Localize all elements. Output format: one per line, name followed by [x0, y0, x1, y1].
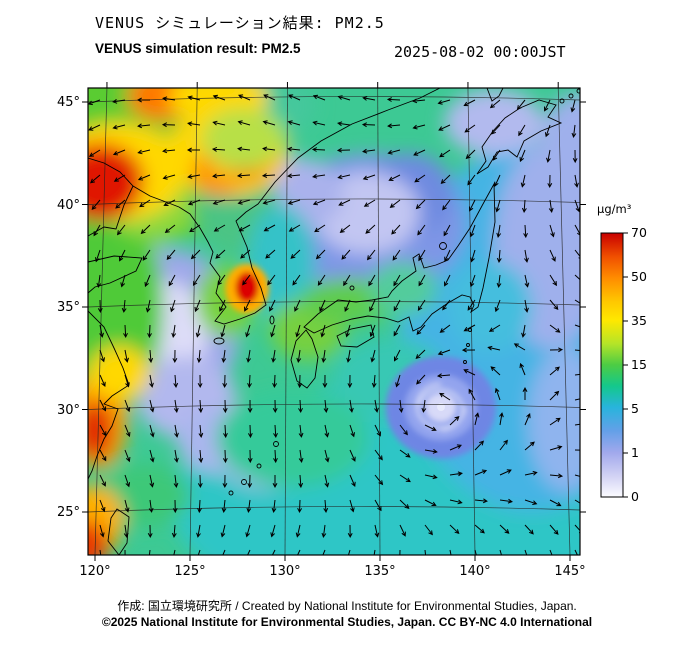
- colorbar-labels: 70 50 35 15 5 1 0: [631, 225, 647, 504]
- x-tick-120: 120°: [79, 564, 110, 579]
- map-frame: [87, 87, 581, 556]
- colorbar-label-1: 1: [631, 445, 639, 460]
- colorbar-label-15: 15: [631, 357, 647, 372]
- colorbar-tick-marks: [623, 232, 628, 498]
- coast-shikoku: [336, 324, 375, 348]
- colorbar-label-70: 70: [631, 225, 647, 240]
- small-islands: [213, 88, 580, 496]
- y-tick-45: 45°: [57, 95, 80, 110]
- colorbar-unit-label: μg/m³: [597, 202, 632, 216]
- coast-china-russia: [88, 157, 180, 480]
- license-line: ©2025 National Institute for Environment…: [101, 615, 593, 629]
- x-tick-135: 135°: [364, 564, 395, 579]
- y-tick-30: 30°: [57, 403, 80, 418]
- coast-kyushu: [290, 329, 319, 389]
- colorbar-label-35: 35: [631, 313, 647, 328]
- coast-taiwan: [107, 508, 130, 555]
- wind-vector-arrows: [88, 94, 580, 555]
- typhoon-eye: [437, 403, 445, 411]
- pm25-concentration-field: [88, 88, 580, 555]
- x-tick-125: 125°: [174, 564, 205, 579]
- colorbar-label-5: 5: [631, 401, 639, 416]
- coast-honshu: [303, 182, 496, 334]
- coast-sakhalin: [486, 88, 504, 102]
- coast-hokkaido: [476, 99, 563, 175]
- credit-line: 作成: 国立環境研究所 / Created by National Instit…: [117, 599, 577, 613]
- page-title-japanese: VENUS シミュレーション結果: PM2.5: [95, 14, 385, 32]
- typhoon-spiral: [415, 382, 467, 432]
- colorbar-label-50: 50: [631, 269, 647, 284]
- timestamp: 2025-08-02 00:00JST: [394, 43, 566, 61]
- page-title-english: VENUS simulation result: PM2.5: [95, 41, 301, 56]
- colorbar-gradient: [600, 232, 624, 498]
- y-axis-labels: 45° 40° 35° 30° 25°: [57, 95, 80, 520]
- x-tick-145: 145°: [554, 564, 585, 579]
- coast-korea: [178, 88, 441, 325]
- x-tick-140: 140°: [459, 564, 490, 579]
- colorbar: μg/m³ 70 50 35 15 5 1 0: [597, 202, 647, 504]
- y-tick-40: 40°: [57, 198, 80, 213]
- axis-tick-marks: [82, 82, 586, 561]
- colorbar-label-0: 0: [631, 489, 639, 504]
- coastline-layer: [88, 88, 580, 555]
- x-tick-130: 130°: [269, 564, 300, 579]
- graticule-grid: [88, 88, 580, 555]
- x-axis-labels: 120° 125° 130° 135° 140° 145°: [79, 564, 585, 579]
- y-tick-25: 25°: [57, 505, 80, 520]
- y-tick-35: 35°: [57, 300, 80, 315]
